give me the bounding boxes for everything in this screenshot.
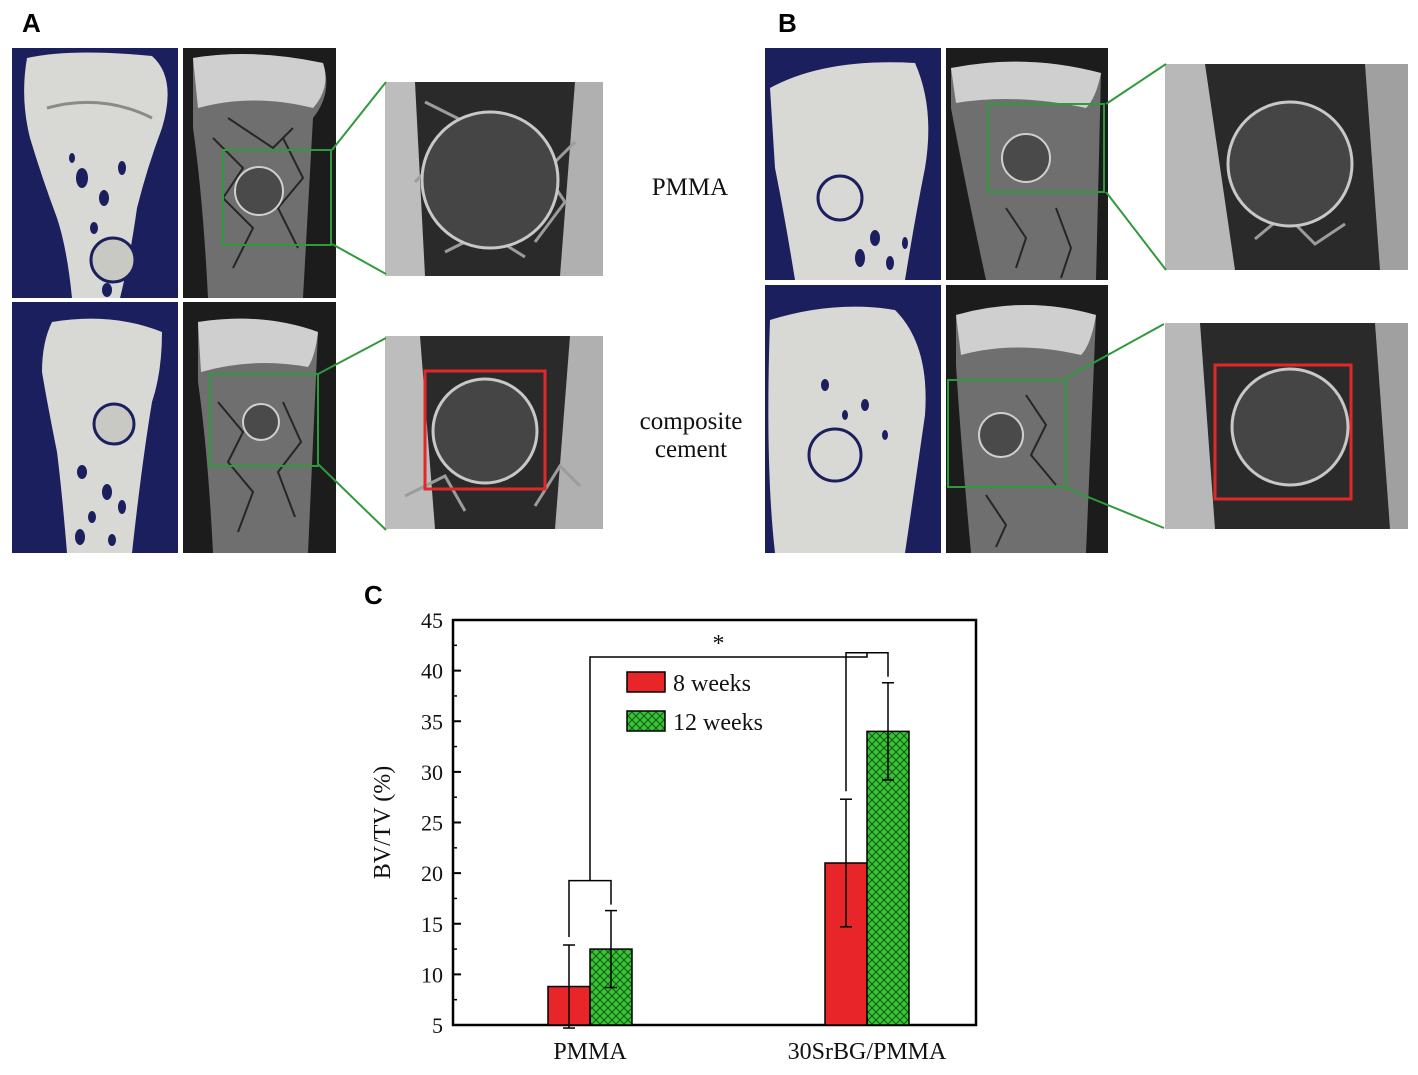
legend-swatch-12-weeks	[626, 710, 666, 732]
panel-b-composite-zoom-connectors	[1065, 323, 1165, 529]
legend-swatch-8-weeks	[626, 671, 666, 693]
panel-a-composite-zoom	[385, 336, 603, 529]
x-tick-label: PMMA	[553, 1039, 627, 1065]
panel-b-pmma-zoom-connectors	[1105, 63, 1167, 271]
y-axis-label: BV/TV (%)	[370, 766, 396, 880]
y-tick-label: 5	[432, 1013, 443, 1038]
panel-label-a: A	[22, 8, 41, 38]
panel-b-pmma-ct-slice	[946, 48, 1108, 280]
row-label-composite-line1: composite	[639, 408, 743, 435]
y-tick-label: 35	[421, 709, 443, 734]
panel-b-composite-3d-render	[765, 285, 941, 553]
legend-label-12-weeks: 12 weeks	[673, 710, 763, 736]
row-label-composite-line2: cement	[654, 436, 728, 463]
panel-a-composite-zoom-connectors	[317, 337, 387, 531]
significance-marker: *	[713, 631, 725, 657]
panel-b-pmma-zoom	[1165, 64, 1408, 270]
row-label-pmma: PMMA	[651, 174, 729, 201]
panel-label-b: B	[778, 8, 797, 38]
y-tick-label: 40	[421, 659, 443, 684]
y-tick-label: 45	[421, 608, 443, 633]
panel-b-composite-ct-slice	[946, 285, 1108, 553]
panel-a-composite-ct-slice	[183, 302, 336, 553]
panel-a-pmma-zoom	[385, 82, 603, 276]
y-tick-label: 15	[421, 912, 443, 937]
panel-label-c: C	[364, 580, 383, 610]
y-tick-label: 10	[421, 962, 443, 987]
y-tick-label: 20	[421, 861, 443, 886]
significance-bracket	[589, 652, 868, 881]
y-tick-label: 30	[421, 760, 443, 785]
panel-a-pmma-zoom-connectors	[331, 81, 387, 275]
x-tick-label: 30SrBG/PMMA	[788, 1039, 947, 1065]
y-tick-label: 25	[421, 811, 443, 836]
group-bracket	[568, 879, 612, 938]
panel-b-composite-zoom	[1165, 323, 1408, 529]
panel-a-pmma-ct-slice	[183, 48, 336, 298]
panel-a-pmma-3d-render	[12, 48, 178, 298]
legend-label-8-weeks: 8 weeks	[673, 671, 751, 697]
row-label-composite-cement: composite cement	[616, 408, 766, 464]
panel-a-composite-3d-render	[12, 302, 178, 553]
bv-tv-bar-chart: 5 10 15 20 25 30 35 40 45 PMMA 30SrBG/PMMA * 8 weeks…	[370, 608, 978, 1065]
panel-b-pmma-3d-render	[765, 48, 941, 280]
